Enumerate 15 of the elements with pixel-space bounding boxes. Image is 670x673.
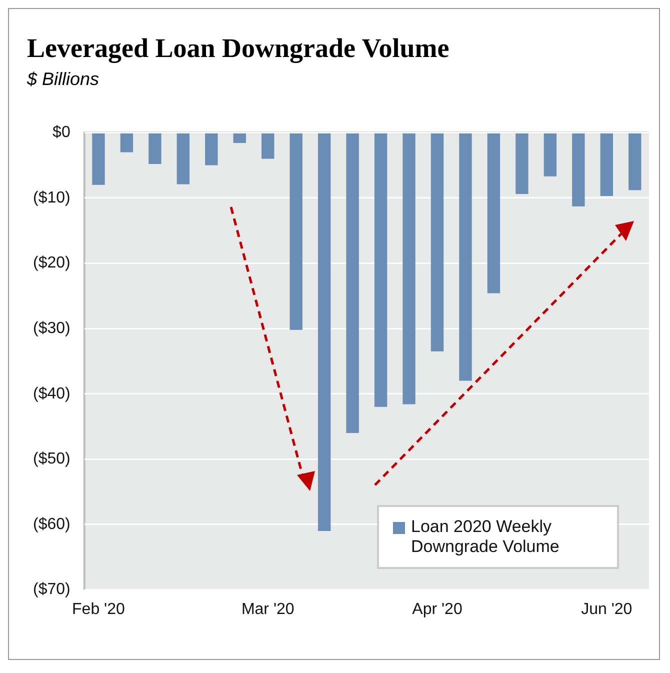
y-tick-label: ($10) xyxy=(32,189,70,206)
x-tick-label: Mar '20 xyxy=(241,600,294,618)
y-tick-label: ($50) xyxy=(32,450,70,468)
y-tick-label: ($60) xyxy=(32,516,70,533)
y-tick-label: ($20) xyxy=(32,254,70,272)
legend-label: Loan 2020 Weekly Downgrade Volume xyxy=(411,517,560,557)
x-tick-label: Feb '20 xyxy=(72,600,125,618)
y-tick-label: ($70) xyxy=(32,581,70,598)
y-tick-label: $0 xyxy=(52,124,70,142)
x-tick-label: Apr '20 xyxy=(412,600,462,618)
y-tick-label: ($30) xyxy=(32,320,70,337)
y-tick-label: ($40) xyxy=(32,385,70,402)
chart-title: Leveraged Loan Downgrade Volume xyxy=(27,33,450,64)
x-tick-label: Jun '20 xyxy=(581,600,632,618)
chart-subtitle: $ Billions xyxy=(27,69,100,90)
